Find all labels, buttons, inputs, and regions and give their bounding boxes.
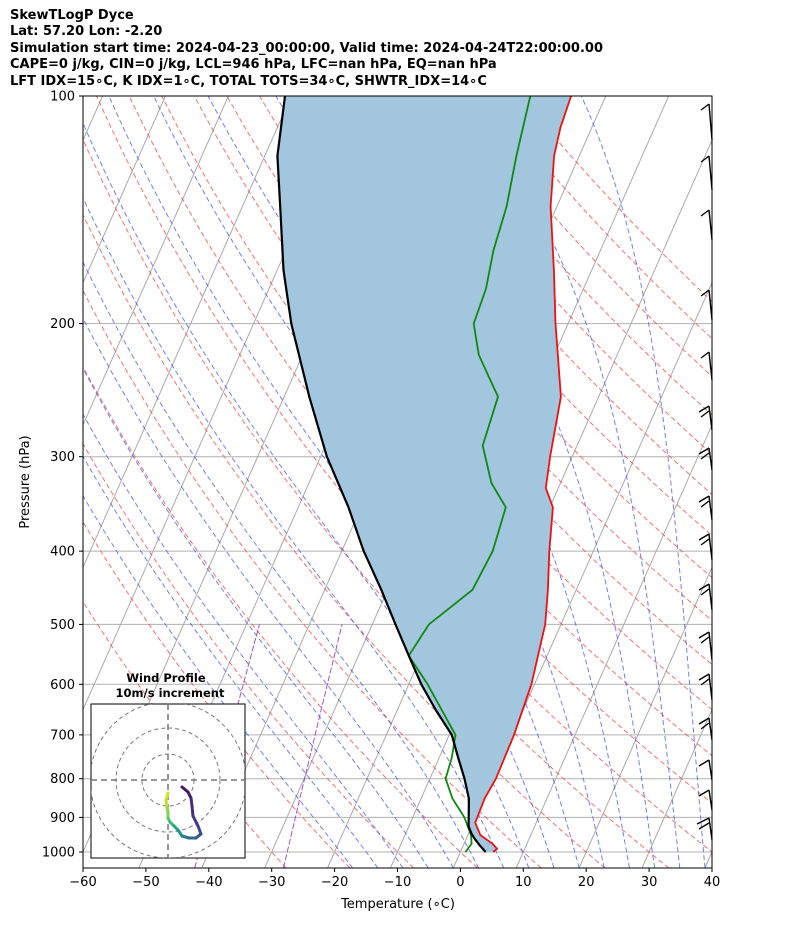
wind-barb (698, 717, 713, 741)
y-tick-label: 800 (50, 772, 75, 787)
chart-title: SkewTLogP Dyce (10, 8, 134, 23)
isotherm (515, 423, 712, 868)
y-axis-label: Pressure (hPa) (18, 435, 33, 528)
wind-barb (700, 155, 713, 191)
time-line: Simulation start time: 2024-04-23_00:00:… (10, 40, 603, 56)
wind-barb (698, 759, 713, 781)
chart-header: SkewTLogP Dyce Lat: 57.20 Lon: -2.20 Sim… (10, 8, 603, 90)
y-tick-label: 700 (50, 728, 75, 743)
cin-shading (277, 96, 572, 852)
isotherm (83, 96, 229, 427)
hodograph-segment (180, 785, 190, 794)
y-tick-label: 600 (50, 678, 75, 693)
x-tick-label: 20 (578, 875, 595, 890)
wind-barb (698, 583, 713, 611)
y-tick-label: 100 (50, 90, 75, 105)
x-tick-label: 0 (456, 875, 464, 890)
wind-barb (696, 817, 713, 841)
indices-line: LFT IDX=15∘C, K IDX=1∘C, TOTAL TOTS=34∘C… (10, 73, 487, 89)
moist-adiabat (108, 96, 555, 868)
x-tick-label: −30 (258, 875, 285, 890)
wind-barb (700, 209, 713, 241)
dry-adiabat (83, 289, 542, 868)
x-axis-label: Temperature (∘C) (340, 897, 455, 912)
inset-title: Wind Profile (126, 671, 206, 685)
isotherm (83, 96, 292, 569)
x-axis: −60 −50 −40 −30 −20 −10 0 10 20 30 40 (69, 868, 720, 890)
moist-adiabat (466, 96, 681, 868)
wind-barb (700, 351, 713, 381)
isotherm (704, 850, 712, 868)
wind-barbs (696, 103, 713, 841)
x-tick-label: 30 (641, 875, 658, 890)
mixing-ratio-line (283, 624, 343, 868)
dry-adiabat (421, 96, 712, 416)
y-tick-label: 300 (50, 450, 75, 465)
wind-barb (698, 789, 713, 811)
moist-adiabat (83, 494, 354, 868)
wind-barb (698, 495, 713, 521)
wind-barb (698, 447, 713, 471)
x-tick-label: −20 (321, 875, 348, 890)
dry-adiabat (96, 96, 712, 853)
moist-adiabat (83, 317, 454, 868)
moist-adiabat (83, 260, 479, 868)
parcel-line (276, 96, 487, 853)
hodograph-segment (191, 814, 200, 828)
x-tick-label: −50 (132, 875, 159, 890)
x-tick-label: 10 (515, 875, 532, 890)
cape-cin-fill (277, 96, 572, 852)
moist-adiabat (275, 96, 630, 868)
y-axis: 100 200 300 400 500 600 700 800 900 1000 (42, 90, 83, 860)
dry-adiabat (356, 96, 712, 496)
dry-adiabat (389, 96, 712, 455)
dry-adiabat (83, 365, 478, 868)
y-tick-label: 400 (50, 545, 75, 560)
y-tick-label: 900 (50, 811, 75, 826)
mixing-ratio-line (194, 624, 260, 868)
wind-profile-inset: Wind Profile 10m/s increment (90, 671, 246, 859)
inset-subtitle: 10m/s increment (116, 686, 225, 700)
wind-barb (698, 533, 713, 561)
isotherm (83, 96, 104, 142)
x-tick-label: −60 (69, 875, 96, 890)
dry-adiabat (324, 96, 712, 537)
x-tick-label: −40 (195, 875, 222, 890)
moist-adiabat (83, 413, 404, 868)
profile-lines (276, 96, 572, 853)
wind-barb (700, 103, 713, 141)
isotherm (641, 708, 712, 868)
dry-adiabat (83, 138, 670, 868)
x-tick-label: −10 (384, 875, 411, 890)
wind-barb (698, 673, 713, 701)
dry-adiabat (83, 442, 415, 868)
params-line: CAPE=0 j/kg, CIN=0 j/kg, LCL=946 hPa, LF… (10, 57, 497, 73)
dry-adiabat (83, 521, 351, 868)
dry-adiabat (83, 213, 606, 868)
x-tick-label: 40 (704, 875, 721, 890)
moist-adiabat (83, 121, 530, 868)
temperature-line (474, 96, 572, 853)
y-tick-label: 500 (50, 618, 75, 633)
hodograph-segment (190, 804, 195, 818)
y-tick-label: 1000 (42, 845, 75, 860)
location-line: Lat: 57.20 Lon: -2.20 (10, 24, 163, 40)
y-tick-label: 200 (50, 317, 75, 332)
moist-adiabat (83, 367, 429, 868)
moist-adiabat (207, 96, 605, 868)
isotherm (83, 96, 166, 284)
moist-adiabat (83, 455, 379, 868)
dewpoint-line (407, 96, 532, 853)
